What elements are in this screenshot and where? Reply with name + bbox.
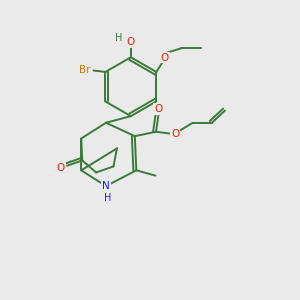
Text: H: H	[115, 33, 122, 43]
Text: Br: Br	[79, 65, 91, 76]
Text: O: O	[127, 37, 135, 47]
Text: N: N	[102, 181, 110, 191]
Text: H: H	[104, 194, 111, 203]
Text: O: O	[171, 129, 179, 139]
Text: O: O	[160, 52, 169, 62]
Text: O: O	[154, 104, 163, 114]
Text: O: O	[57, 163, 65, 173]
